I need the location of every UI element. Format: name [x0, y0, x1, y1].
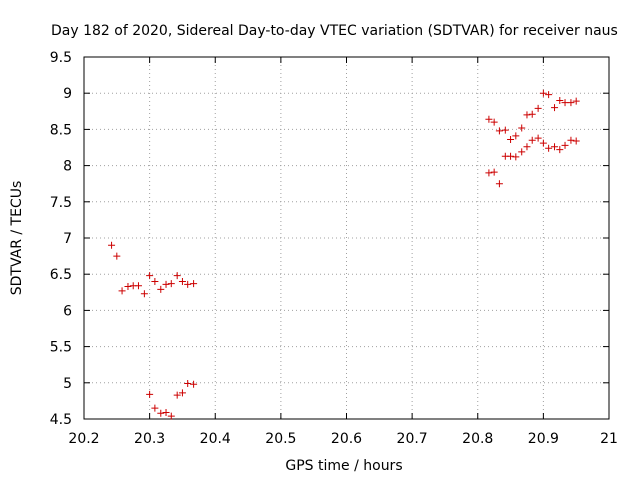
data-point — [490, 118, 498, 126]
x-tick-label: 20.6 — [331, 431, 362, 447]
data-point — [512, 153, 520, 161]
y-tick-label: 9.5 — [50, 50, 72, 66]
data-point — [556, 96, 564, 104]
data-point — [173, 391, 181, 399]
data-point — [151, 404, 159, 412]
data-point — [495, 180, 503, 188]
data-point — [523, 111, 531, 119]
data-point — [151, 277, 159, 285]
y-tick-label: 9 — [63, 86, 72, 102]
x-tick-label: 20.4 — [200, 431, 231, 447]
data-point — [184, 380, 192, 388]
data-point — [539, 139, 547, 147]
data-point — [567, 99, 575, 107]
data-point — [561, 99, 569, 107]
data-point — [167, 280, 175, 288]
data-point — [178, 277, 186, 285]
y-tick-label: 6.5 — [50, 267, 72, 283]
x-tick-label: 20.5 — [265, 431, 296, 447]
y-tick-label: 8 — [63, 159, 72, 175]
x-tick-label: 20.2 — [68, 431, 99, 447]
data-point — [162, 280, 170, 288]
data-point — [113, 252, 121, 260]
y-tick-label: 6 — [63, 303, 72, 319]
data-point — [567, 136, 575, 144]
data-point — [523, 143, 531, 151]
data-point — [561, 141, 569, 149]
data-point — [108, 241, 116, 249]
data-point — [512, 132, 520, 140]
data-point — [134, 282, 142, 290]
data-point — [551, 104, 559, 112]
data-point — [124, 283, 132, 291]
data-point — [545, 91, 553, 99]
data-point — [146, 272, 154, 280]
y-tick-labels: 4.5 5 5.5 6 6.5 7 7.5 8 8.5 9 9.5 — [50, 50, 72, 428]
data-point — [534, 104, 542, 112]
data-point — [501, 126, 509, 134]
data-point — [118, 287, 126, 295]
x-tick-label: 20.9 — [528, 431, 559, 447]
data-point — [518, 124, 526, 132]
data-point — [162, 408, 170, 416]
chart-title: Day 182 of 2020, Sidereal Day-to-day VTE… — [51, 23, 618, 39]
y-tick-label: 7.5 — [50, 195, 72, 211]
x-tick-label: 21 — [600, 431, 618, 447]
data-point — [190, 380, 198, 388]
data-point — [507, 136, 515, 144]
data-point — [157, 285, 165, 293]
data-point — [539, 89, 547, 97]
x-axis-label: GPS time / hours — [285, 458, 402, 474]
data-point — [178, 389, 186, 397]
data-point — [528, 136, 536, 144]
data-point — [167, 412, 175, 420]
data-point — [485, 169, 493, 177]
y-axis-label: SDTVAR / TECUs — [9, 181, 25, 296]
data-point — [146, 390, 154, 398]
data-point — [551, 143, 559, 151]
x-tick-label: 20.3 — [134, 431, 165, 447]
y-tick-label: 5 — [63, 376, 72, 392]
data-point — [495, 127, 503, 135]
data-point — [485, 115, 493, 123]
x-tick-label: 20.8 — [462, 431, 493, 447]
data-point — [157, 409, 165, 417]
axis-ticks — [83, 56, 610, 420]
y-tick-label: 5.5 — [50, 340, 72, 356]
y-tick-label: 4.5 — [50, 412, 72, 428]
x-tick-labels: 20.2 20.3 20.4 20.5 20.6 20.7 20.8 20.9 21 — [68, 431, 618, 447]
data-point — [190, 280, 198, 288]
data-point — [534, 134, 542, 142]
data-point — [140, 290, 148, 298]
data-point — [490, 168, 498, 176]
x-tick-label: 20.7 — [397, 431, 428, 447]
data-point — [528, 110, 536, 118]
data-point — [173, 272, 181, 280]
y-tick-label: 7 — [63, 231, 72, 247]
data-point — [572, 97, 580, 105]
data-point — [184, 280, 192, 288]
data-point — [507, 152, 515, 160]
y-tick-label: 8.5 — [50, 122, 72, 138]
data-point — [572, 137, 580, 145]
grid — [84, 57, 609, 419]
data-point — [556, 146, 564, 154]
data-point — [518, 148, 526, 156]
data-points — [108, 89, 580, 420]
data-point — [545, 144, 553, 152]
